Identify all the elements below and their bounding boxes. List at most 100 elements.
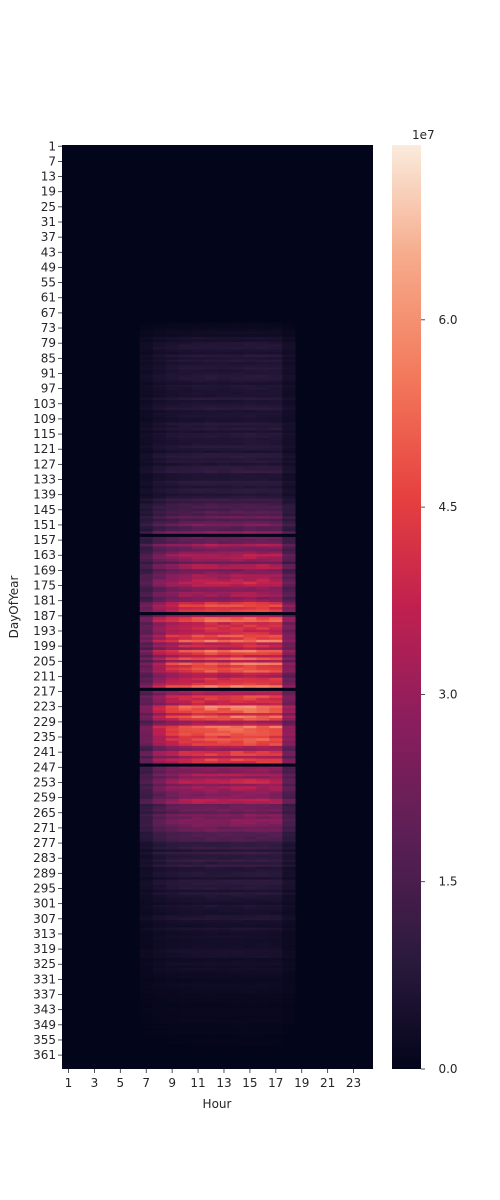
heatmap-cell [152,566,166,570]
heatmap-cell [217,781,231,785]
heatmap-cell [178,344,192,348]
heatmap-cell [178,357,192,360]
heatmap-cell [256,553,270,557]
heatmap-cell [282,589,296,593]
heatmap-cell [282,720,296,724]
heatmap-cell [243,950,257,954]
heatmap-cell [191,465,205,469]
heatmap-cell [204,867,218,870]
heatmap-cell [269,475,283,479]
heatmap-cell [165,942,179,946]
heatmap-cell [269,1031,283,1034]
heatmap-cell [230,407,244,411]
heatmap-cell [165,326,179,330]
heatmap-cell [256,379,270,383]
heatmap-cell [204,846,218,850]
heatmap-cell [256,849,270,853]
heatmap-cell [217,755,231,759]
heatmap-cell [152,1015,166,1019]
heatmap-cell [191,331,205,335]
heatmap-cell [165,834,179,838]
heatmap-cell [191,957,205,961]
y-tick-label: 217 [33,685,56,699]
heatmap-cell [256,766,270,769]
heatmap-cell [243,713,257,716]
heatmap-cell [282,445,296,449]
heatmap-cell [152,990,166,994]
heatmap-cell [191,889,205,893]
y-tick-label: 193 [33,624,56,638]
heatmap-cell [282,920,296,923]
heatmap-cell [191,405,205,408]
heatmap-cell [191,367,205,370]
heatmap-cell [165,369,179,373]
heatmap-cell [217,460,231,464]
heatmap-cell [191,458,205,461]
heatmap-cell [191,387,205,391]
heatmap-cell [217,442,231,446]
heatmap-cell [230,556,244,560]
heatmap-cell [152,637,166,641]
heatmap-cell [256,662,270,666]
heatmap-cell [139,415,154,418]
heatmap-cell [217,806,231,810]
heatmap-cell [243,798,257,802]
heatmap-cell [178,637,192,641]
heatmap-cell [282,559,296,562]
heatmap-cell [165,384,179,388]
heatmap-cell [165,988,179,992]
heatmap-cell [204,437,218,441]
heatmap-cell [178,899,192,903]
heatmap-cell [217,1010,231,1014]
heatmap-cell [152,607,166,610]
heatmap-cell [230,920,244,923]
heatmap-cell [256,632,270,636]
heatmap-cell [217,629,231,633]
heatmap-cell [139,854,154,858]
heatmap-cell [152,604,166,608]
heatmap-cell [243,985,257,989]
heatmap-cell [139,526,154,530]
heatmap-cell [165,465,179,469]
heatmap-cell [204,596,218,600]
heatmap-cell [191,909,205,913]
heatmap-cell [282,548,296,552]
heatmap-cell [217,957,231,961]
heatmap-cell [217,697,231,701]
heatmap-cell [204,442,218,446]
heatmap-cell [256,566,270,570]
heatmap-cell [139,707,154,711]
heatmap-cell [230,720,244,724]
heatmap-cell [217,965,231,969]
heatmap-cell [282,793,296,797]
heatmap-cell [230,874,244,878]
heatmap-cell [204,700,218,704]
heatmap-cell [191,382,205,386]
heatmap-cell [139,925,154,928]
heatmap-cell [152,415,166,418]
heatmap-cell [165,819,179,822]
heatmap-cell [165,553,179,557]
heatmap-cell [178,364,192,368]
heatmap-cell [256,440,270,444]
heatmap-cell [139,874,154,878]
heatmap-cell [217,1000,231,1004]
heatmap-cell [256,437,270,441]
heatmap-cell [165,740,179,744]
heatmap-cell [256,814,270,817]
heatmap-cell [152,851,166,855]
heatmap-cell [243,1031,257,1034]
heatmap-cell [269,980,283,984]
heatmap-cell [204,427,218,431]
heatmap-cell [217,326,231,330]
heatmap-cell [139,364,154,368]
heatmap-cell [178,705,192,709]
heatmap-cell [230,374,244,378]
heatmap-cell [269,470,283,474]
heatmap-cell [256,768,270,772]
heatmap-cell [256,453,270,456]
heatmap-cell [204,521,218,524]
heatmap-cell [191,649,205,653]
heatmap-cell [230,1028,244,1032]
heatmap-cell [139,983,154,986]
